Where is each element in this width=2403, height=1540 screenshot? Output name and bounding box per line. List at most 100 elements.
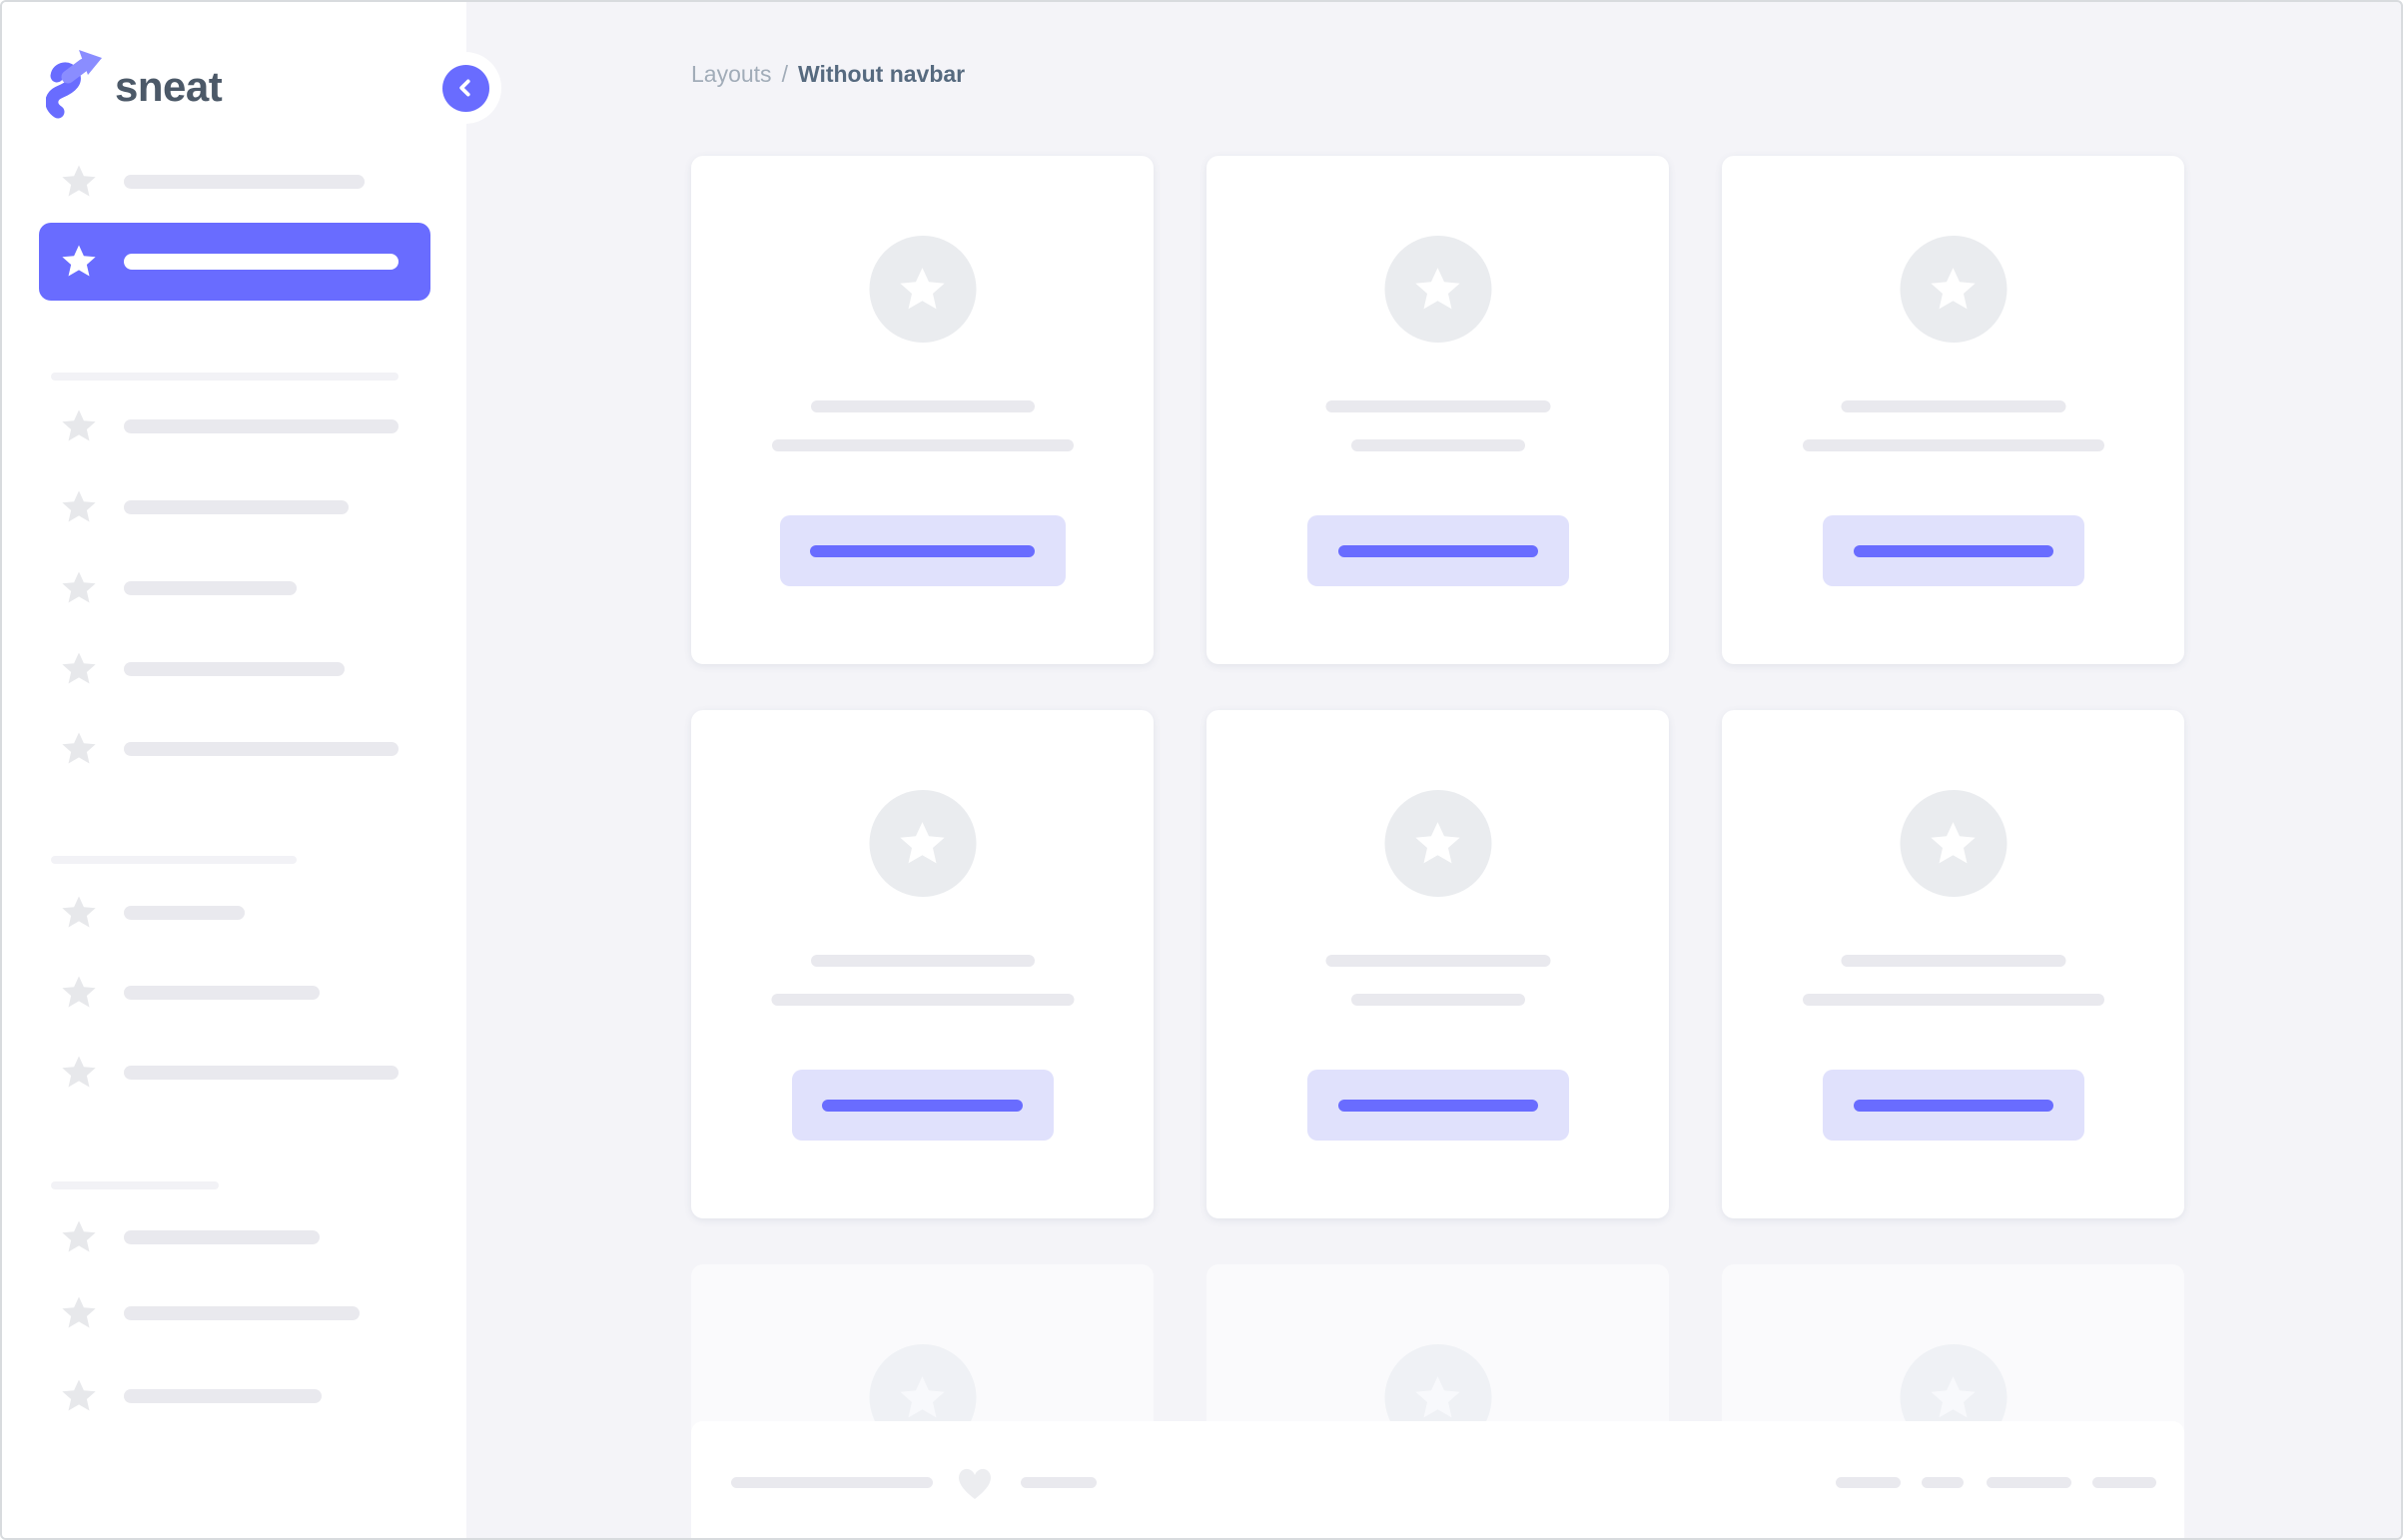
button-label-skeleton: [1853, 544, 2053, 557]
sidebar-item-label-skeleton: [124, 986, 320, 1000]
star-icon: [1931, 267, 1976, 309]
sidebar-item[interactable]: [2, 1033, 466, 1113]
star-icon: [1415, 267, 1460, 309]
avatar-circle: [1384, 790, 1491, 897]
star-icon: [62, 245, 96, 277]
sidebar-item-label-skeleton: [124, 742, 399, 756]
brand-name: sneat: [115, 62, 223, 110]
sidebar: sneat: [2, 2, 466, 1538]
sidebar-item-label-skeleton: [124, 581, 297, 595]
text-line-skeleton: [810, 955, 1035, 967]
star-icon: [900, 821, 945, 863]
sidebar-item-label-skeleton: [124, 1066, 399, 1080]
star-icon: [62, 896, 96, 928]
sidebar-item-label-skeleton: [124, 1230, 320, 1244]
sidebar-item[interactable]: [2, 1356, 466, 1436]
button-skeleton[interactable]: [1822, 1070, 2084, 1141]
star-icon: [62, 165, 96, 197]
sidebar-item[interactable]: [2, 1197, 466, 1277]
sidebar-section-divider: [51, 373, 399, 381]
footer-text-skeleton: [1021, 1477, 1097, 1488]
breadcrumb-current: Without navbar: [797, 61, 966, 87]
button-skeleton[interactable]: [1306, 1070, 1569, 1141]
placeholder-card: [1206, 156, 1669, 664]
sidebar-item[interactable]: [2, 953, 466, 1033]
sidebar-section-divider: [51, 856, 297, 864]
star-icon: [62, 1220, 96, 1252]
star-icon: [62, 732, 96, 764]
star-icon: [62, 1296, 96, 1328]
placeholder-card: [1206, 710, 1669, 1218]
placeholder-card: [691, 156, 1154, 664]
star-icon: [62, 571, 96, 603]
star-icon: [1931, 821, 1976, 863]
button-label-skeleton: [1337, 544, 1538, 557]
footer-text-skeleton: [1836, 1477, 1901, 1488]
text-line-skeleton: [810, 400, 1035, 412]
star-icon: [1931, 1375, 1976, 1417]
avatar-circle: [1384, 236, 1491, 343]
sidebar-section-divider: [51, 1181, 219, 1189]
chevron-left-icon: [441, 64, 489, 112]
sidebar-item-active[interactable]: [39, 223, 430, 301]
footer-text-skeleton: [1987, 1477, 2071, 1488]
footer-text-skeleton: [731, 1477, 933, 1488]
sidebar-item-label-skeleton: [124, 175, 365, 189]
button-skeleton[interactable]: [1306, 515, 1569, 586]
star-icon: [62, 490, 96, 522]
sidebar-item[interactable]: [2, 709, 466, 789]
sidebar-menu: [2, 2, 466, 1538]
sidebar-item[interactable]: [2, 467, 466, 547]
text-line-skeleton: [1325, 400, 1550, 412]
sidebar-item[interactable]: [2, 629, 466, 709]
heart-icon: [955, 1464, 995, 1502]
sidebar-collapse-button[interactable]: [429, 52, 501, 124]
text-line-skeleton: [771, 994, 1074, 1006]
sidebar-item[interactable]: [2, 1273, 466, 1353]
placeholder-card: [1722, 710, 2184, 1218]
button-skeleton[interactable]: [1822, 515, 2084, 586]
sidebar-item[interactable]: [2, 548, 466, 628]
sidebar-item-label-skeleton: [124, 1389, 322, 1403]
button-label-skeleton: [1337, 1099, 1538, 1112]
placeholder-card: [1722, 156, 2184, 664]
star-icon: [1415, 821, 1460, 863]
brand: sneat: [45, 49, 223, 124]
sidebar-item-label-skeleton: [124, 1306, 360, 1320]
button-skeleton[interactable]: [779, 515, 1066, 586]
breadcrumb-parent-link[interactable]: Layouts: [691, 61, 772, 87]
sidebar-item-label-skeleton: [124, 906, 245, 920]
sidebar-item-label-skeleton: [124, 500, 349, 514]
text-line-skeleton: [1350, 439, 1525, 451]
avatar-circle: [1900, 790, 2006, 897]
sidebar-item[interactable]: [2, 142, 466, 222]
star-icon: [62, 1056, 96, 1088]
star-icon: [900, 1375, 945, 1417]
sidebar-item-label-skeleton: [124, 254, 399, 270]
breadcrumb-separator: /: [781, 61, 788, 87]
button-label-skeleton: [1853, 1099, 2053, 1112]
text-line-skeleton: [1325, 955, 1550, 967]
sidebar-item[interactable]: [2, 873, 466, 953]
footer-text-skeleton: [2092, 1477, 2156, 1488]
text-line-skeleton: [771, 439, 1074, 451]
footer-text-skeleton: [1922, 1477, 1964, 1488]
sidebar-item[interactable]: [2, 386, 466, 466]
breadcrumb: Layouts / Without navbar: [691, 61, 965, 88]
avatar-circle: [1900, 236, 2006, 343]
brand-logo-icon: [45, 49, 103, 124]
button-label-skeleton: [810, 544, 1035, 557]
text-line-skeleton: [1841, 400, 2065, 412]
text-line-skeleton: [1802, 439, 2104, 451]
button-label-skeleton: [822, 1099, 1023, 1112]
text-line-skeleton: [1350, 994, 1525, 1006]
avatar-circle: [869, 790, 976, 897]
avatar-circle: [869, 236, 976, 343]
star-icon: [62, 1379, 96, 1411]
sidebar-item-label-skeleton: [124, 662, 345, 676]
button-skeleton[interactable]: [791, 1070, 1054, 1141]
placeholder-card: [691, 710, 1154, 1218]
text-line-skeleton: [1802, 994, 2104, 1006]
star-icon: [900, 267, 945, 309]
